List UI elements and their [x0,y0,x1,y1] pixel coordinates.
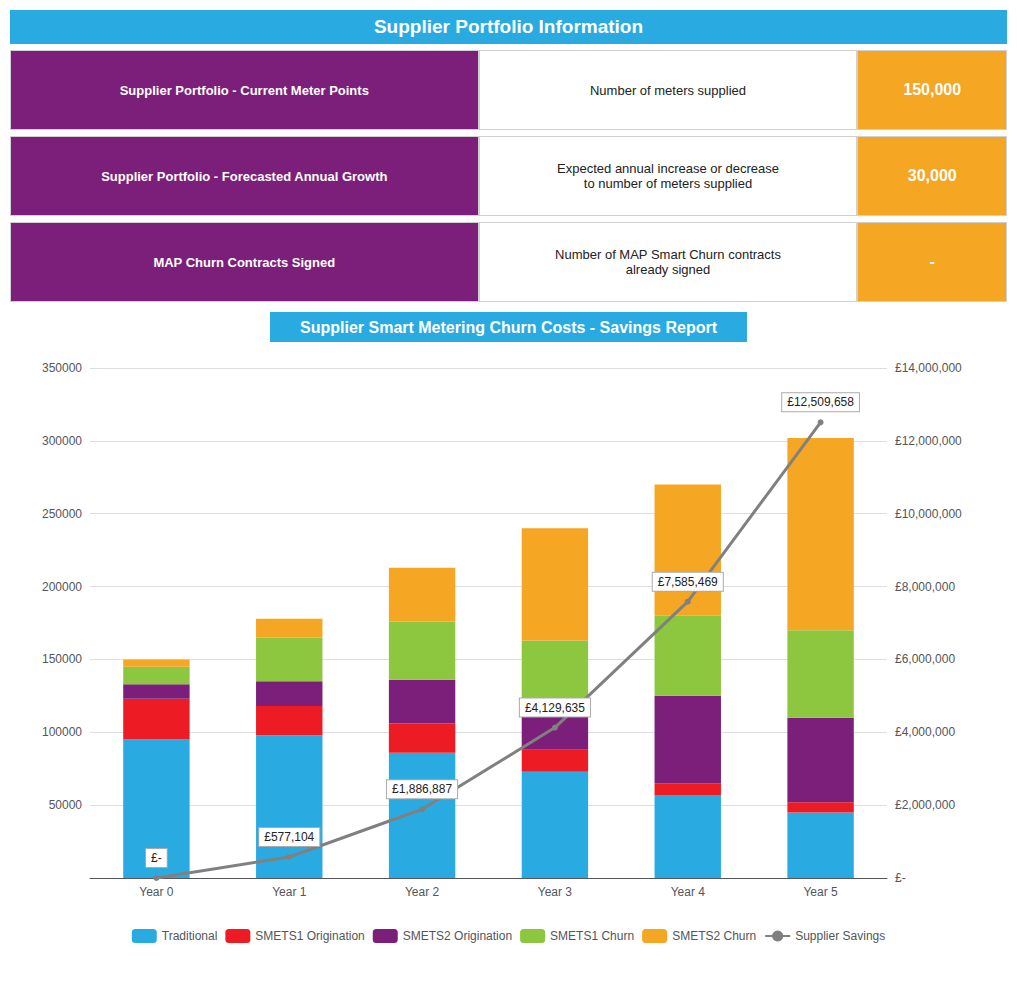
svg-text:Year 4: Year 4 [671,885,706,899]
svg-text:£8,000,000: £8,000,000 [895,580,955,594]
svg-text:Year 3: Year 3 [538,885,573,899]
svg-text:300000: 300000 [42,434,82,448]
html-text:MAP Churn Contracts Signed: MAP Churn Contracts Signed [153,254,336,270]
svg-text:Year 5: Year 5 [803,885,838,899]
svg-text:Year 0: Year 0 [139,885,174,899]
svg-text:£14,000,000: £14,000,000 [895,361,962,375]
svg-text:Supplier Smart Metering Churn: Supplier Smart Metering Churn Costs - Sa… [300,319,718,336]
svg-text:£7,585,469: £7,585,469 [658,575,718,589]
svg-text:50000: 50000 [49,798,83,812]
html-text:150,000: 150,000 [903,81,962,98]
svg-text:SMETS2 Origination: SMETS2 Origination [403,929,512,943]
html-text:Supplier Portfolio Information: Supplier Portfolio Information [373,16,644,37]
svg-text:£577,104: £577,104 [264,830,314,844]
svg-text:£1,886,887: £1,886,887 [392,782,452,796]
svg-text:Supplier Savings: Supplier Savings [795,929,885,943]
svg-text:£4,129,635: £4,129,635 [525,701,585,715]
svg-text:350000: 350000 [42,361,82,375]
html-text:30,000: 30,000 [907,167,957,184]
svg-text:100000: 100000 [42,725,82,739]
svg-text:SMETS1 Origination: SMETS1 Origination [255,929,364,943]
svg-text:£12,000,000: £12,000,000 [895,434,962,448]
svg-text:£2,000,000: £2,000,000 [895,798,955,812]
svg-text:£10,000,000: £10,000,000 [895,507,962,521]
svg-text:£-: £- [895,871,906,885]
svg-text:£4,000,000: £4,000,000 [895,725,955,739]
html-text:Supplier Portfolio - Current M: Supplier Portfolio - Current Meter Point… [119,82,369,98]
svg-text:150000: 150000 [42,652,82,666]
svg-text:£-: £- [151,851,162,865]
html-text:Supplier Portfolio - Forecaste: Supplier Portfolio - Forecasted Annual G… [101,168,388,184]
html-text:Number of meters supplied: Number of meters supplied [590,82,746,98]
svg-text:Year 2: Year 2 [405,885,440,899]
html-text:Number of MAP Smart Churn cont: Number of MAP Smart Churn contracts alre… [555,247,781,277]
html-text:Expected annual increase or de: Expected annual increase or decrease to … [557,161,779,191]
svg-text:Traditional: Traditional [162,929,218,943]
svg-text:SMETS2 Churn: SMETS2 Churn [672,929,756,943]
svg-text:Year 1: Year 1 [272,885,307,899]
svg-text:£6,000,000: £6,000,000 [895,652,955,666]
svg-text:£12,509,658: £12,509,658 [787,395,854,409]
svg-text:SMETS1 Churn: SMETS1 Churn [550,929,634,943]
svg-text:200000: 200000 [42,580,82,594]
svg-text:250000: 250000 [42,507,82,521]
